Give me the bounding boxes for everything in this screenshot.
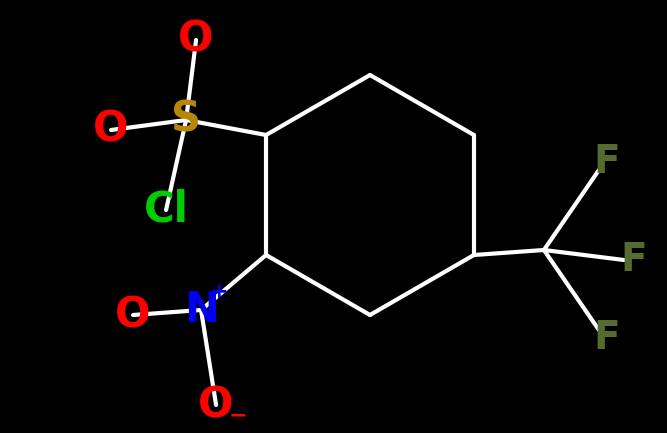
Text: O: O [93, 109, 129, 151]
Text: N: N [183, 289, 219, 331]
Text: O: O [115, 294, 151, 336]
Text: F: F [620, 241, 647, 279]
Text: O: O [198, 384, 234, 426]
Text: −: − [229, 405, 247, 425]
Text: Cl: Cl [143, 189, 189, 231]
Text: +: + [209, 282, 228, 302]
Text: S: S [171, 99, 201, 141]
Text: F: F [594, 319, 620, 357]
Text: O: O [178, 19, 214, 61]
Text: F: F [594, 143, 620, 181]
